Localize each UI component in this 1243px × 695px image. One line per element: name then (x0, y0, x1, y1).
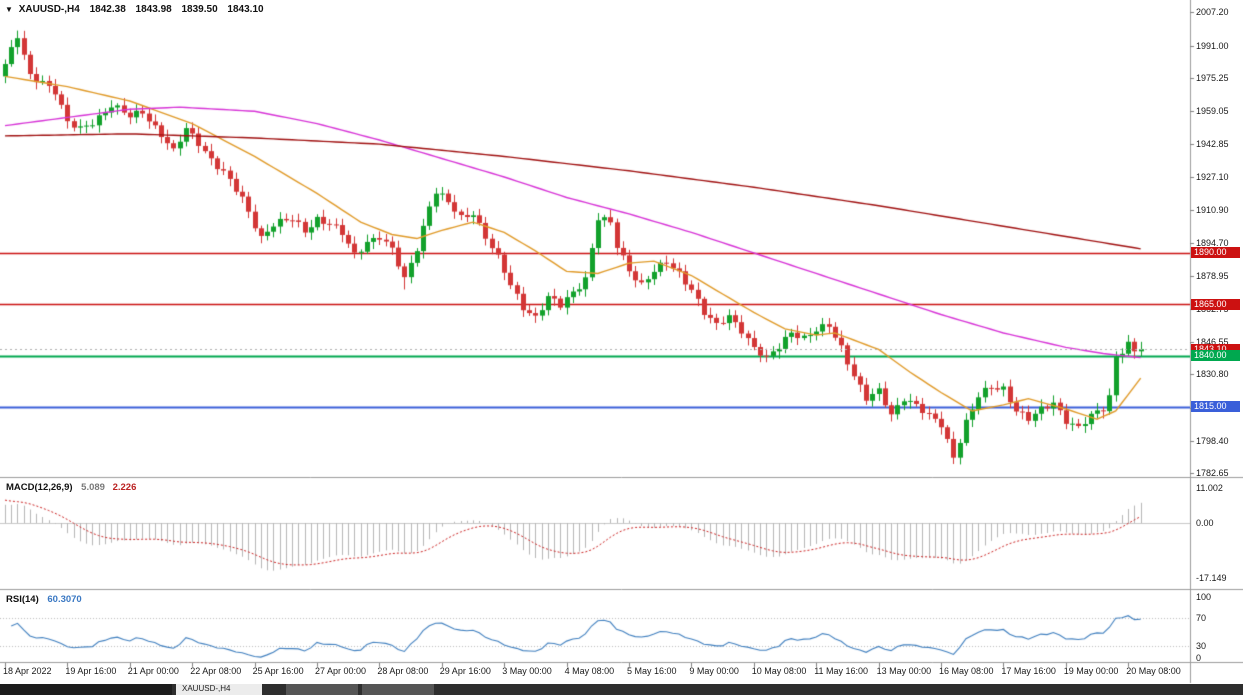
price-level-tag: 1843.10 (1191, 343, 1240, 355)
time-axis-label: 9 May 00:00 (689, 666, 739, 676)
price-axis-label: 1991.00 (1196, 40, 1229, 51)
ohlc-open: 1842.38 (89, 4, 126, 15)
ohlc-low: 1839.50 (181, 4, 218, 15)
price-axis-label: 1782.65 (1196, 468, 1229, 479)
price-axis-label: 1830.80 (1196, 369, 1229, 380)
time-axis-label: 17 May 16:00 (1001, 666, 1056, 676)
price-axis-label: 2007.20 (1196, 7, 1229, 18)
macd-axis-label: 0.00 (1196, 518, 1214, 528)
chart-tab[interactable] (0, 684, 172, 695)
price-axis-label: 1959.05 (1196, 106, 1229, 117)
chart-tab[interactable] (286, 684, 358, 695)
time-axis-label: 13 May 00:00 (876, 666, 932, 676)
macd-value: 5.089 (81, 482, 105, 493)
price-axis-label: 1798.40 (1196, 435, 1229, 446)
time-axis-label: 29 Apr 16:00 (439, 666, 491, 676)
rsi-indicator-label: RSI(14) 60.3070 (6, 594, 82, 605)
chart-symbol-ohlc-label: ▼ XAUUSD-,H4 1842.38 1843.98 1839.50 184… (5, 4, 264, 15)
symbol-period-label: XAUUSD-,H4 (18, 4, 80, 15)
macd-axis-label: -17.149 (1196, 572, 1227, 583)
macd-signal-value: 2.226 (112, 482, 137, 493)
rsi-value: 60.3070 (47, 594, 82, 605)
time-axis-label: 28 Apr 08:00 (377, 666, 429, 676)
price-level-tag: 1890.00 (1191, 247, 1240, 259)
time-axis-label: 11 May 16:00 (814, 666, 869, 676)
chart-tabs-bar: XAUUSD-,H4 (0, 684, 1243, 695)
chart-tab-active[interactable]: XAUUSD-,H4 (176, 684, 262, 695)
time-axis-label: 18 Apr 2022 (3, 666, 52, 676)
price-axis-label: 1910.90 (1196, 205, 1229, 216)
chart-tab[interactable] (362, 684, 434, 695)
rsi-axis-label: 30 (1196, 641, 1207, 651)
time-axis-label: 27 Apr 00:00 (315, 666, 367, 676)
time-axis-label: 5 May 16:00 (627, 666, 677, 676)
macd-indicator-label: MACD(12,26,9) 5.089 2.226 (6, 482, 136, 493)
time-axis-label: 19 Apr 16:00 (65, 666, 117, 676)
price-axis-label: 1878.95 (1196, 270, 1229, 281)
symbol-marker-icon: ▼ (5, 5, 13, 14)
chart-tab-label: XAUUSD-,H4 (182, 684, 231, 693)
rsi-name: RSI(14) (6, 594, 39, 605)
rsi-axis-label: 70 (1196, 613, 1207, 623)
price-axis-label: 1942.85 (1196, 139, 1229, 150)
price-axis-label: 1927.10 (1196, 171, 1229, 182)
time-axis-label: 25 Apr 16:00 (252, 666, 304, 676)
price-axis-label: 1846.55 (1196, 337, 1229, 348)
time-axis-label: 10 May 08:00 (751, 666, 807, 676)
rsi-axis-label: 0 (1196, 653, 1202, 663)
time-axis-label: 19 May 00:00 (1063, 666, 1119, 676)
time-axis-label: 22 Apr 08:00 (190, 666, 242, 676)
price-axis-label: 1975.25 (1196, 72, 1229, 83)
macd-name: MACD(12,26,9) (6, 482, 73, 493)
ohlc-high: 1843.98 (135, 4, 172, 15)
price-level-tag: 1865.00 (1191, 298, 1240, 310)
time-axis-label: 20 May 08:00 (1126, 666, 1181, 676)
time-axis-label: 21 Apr 00:00 (127, 666, 179, 676)
macd-axis-label: 11.002 (1196, 482, 1223, 493)
rsi-axis-label: 100 (1196, 592, 1212, 602)
price-axis-label: 1894.70 (1196, 238, 1229, 249)
price-level-tag: 1815.00 (1191, 401, 1240, 413)
price-level-tag: 1840.00 (1191, 350, 1240, 362)
time-axis-label: 4 May 08:00 (564, 666, 615, 676)
time-axis-label: 16 May 08:00 (939, 666, 994, 676)
ohlc-close: 1843.10 (227, 4, 264, 15)
time-axis-label: 3 May 00:00 (502, 666, 552, 676)
